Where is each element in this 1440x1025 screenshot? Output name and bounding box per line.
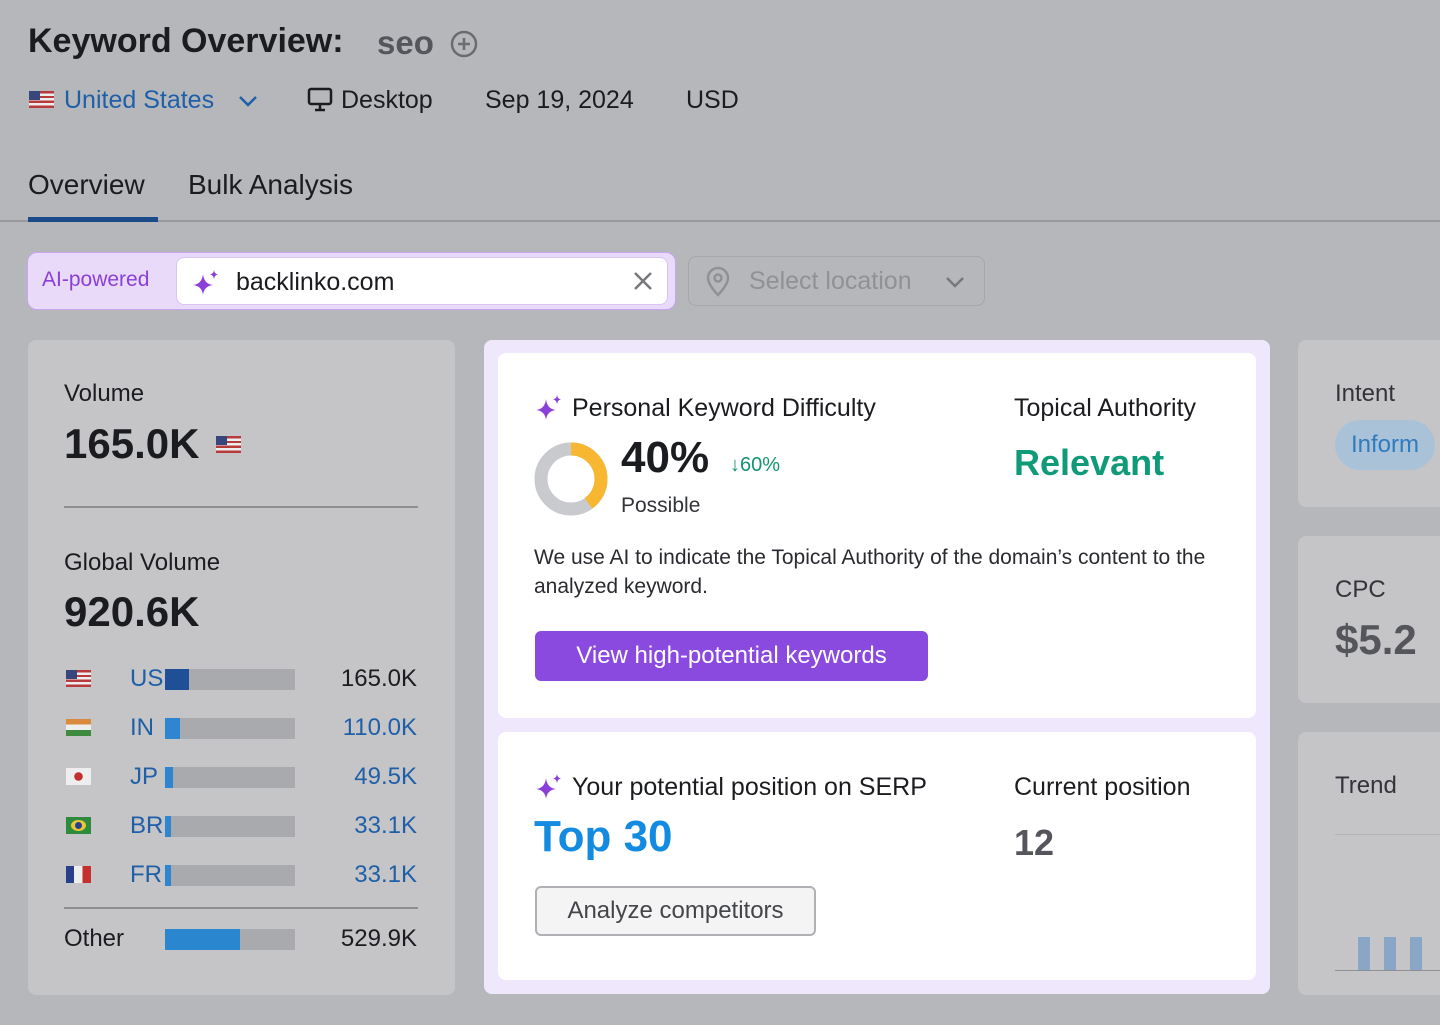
pin-icon [706,266,730,297]
card-title: Personal Keyword Difficulty [572,394,876,422]
add-icon[interactable] [449,29,479,59]
sparkle [536,774,561,799]
tab-underline [28,217,158,222]
chevron [946,277,964,288]
secondary-button[interactable]: Analyze competitors [535,886,816,936]
label: Current position [1014,773,1191,801]
location-select[interactable] [688,256,985,306]
cpc-card: CPC $5.2 [1298,536,1440,703]
domain-input[interactable] [176,257,668,305]
country-code[interactable]: IN [130,714,154,741]
difficulty-change: ↓60% [730,454,781,476]
other-value: 529.9K [340,925,417,952]
country-value: 165.0K [340,665,417,692]
label: Global Volume [64,549,221,576]
difficulty-donut [534,442,608,516]
trend-bar [1358,937,1370,970]
current-position: 12 [1014,822,1055,863]
flag [66,817,91,834]
flag [66,866,91,883]
clear[interactable] [632,270,654,292]
intent-card: Intent Inform [1298,340,1440,507]
bar [165,767,295,788]
serp-value: Top 30 [534,812,673,861]
country-value[interactable]: 33.1K [354,812,417,839]
sparkle [536,395,561,420]
country-code[interactable]: BR [130,812,164,839]
global-value: 920.6K [64,588,200,635]
sparkle [193,270,218,295]
trend-bar [1384,937,1396,970]
chevron [239,96,257,107]
bar [165,929,295,950]
tab[interactable]: Bulk Analysis [188,169,353,200]
label: CPC [1335,576,1386,603]
authority-value: Relevant [1014,442,1165,483]
location-placeholder: Select location [749,267,912,295]
description: We use AI to indicate the Topical Author… [534,546,1206,598]
country-value[interactable]: 33.1K [354,861,417,888]
flag [216,436,241,453]
bar [165,669,295,690]
difficulty-value: 40% [621,433,710,482]
axis [1335,970,1440,971]
difficulty-status: Possible [621,494,701,517]
page-title: Keyword Overview: [28,22,344,60]
divider [0,220,1440,222]
device: Desktop [341,86,433,114]
flag [29,91,54,108]
bar [165,816,295,837]
bar [165,718,295,739]
flag [66,768,91,785]
serp-card: Your potential position on SERP Top 30 C… [498,732,1256,980]
flag [66,719,91,736]
country-value[interactable]: 49.5K [354,763,417,790]
divider [64,506,418,508]
trend-card: Trend [1298,732,1440,995]
volume-value: 165.0K [64,420,200,467]
country-code[interactable]: FR [130,861,162,888]
keyword: seo [377,24,434,61]
country-code[interactable]: US [130,665,164,692]
grid-line [1335,834,1440,835]
country-select[interactable]: United States [64,86,215,114]
label: Volume [64,380,145,407]
country-code[interactable]: JP [130,763,159,790]
tab[interactable]: Overview [28,169,145,200]
desktop-icon [307,87,333,112]
cta-button[interactable]: View high-potential keywords [535,631,928,681]
domain-text: backlinko.com [236,268,395,296]
other-label: Other [64,925,125,952]
currency: USD [686,86,739,114]
card-title: Your potential position on SERP [572,773,927,801]
divider [64,907,418,909]
label: Topical Authority [1014,394,1197,422]
flag [66,670,91,687]
bar [165,865,295,886]
intent-pill: Inform [1335,420,1436,470]
volume-card: Volume 165.0K Global Volume 920.6K US 16… [28,340,455,995]
label: Trend [1335,772,1397,799]
cpc-value: $5.2 [1335,616,1417,663]
label: Intent [1335,380,1396,407]
difficulty-card: Personal Keyword Difficulty 40% ↓60% Pos… [498,353,1256,718]
date: Sep 19, 2024 [485,86,634,114]
trend-bar [1410,937,1422,970]
ai-badge: AI-powered [42,268,150,291]
country-value[interactable]: 110.0K [342,714,417,741]
